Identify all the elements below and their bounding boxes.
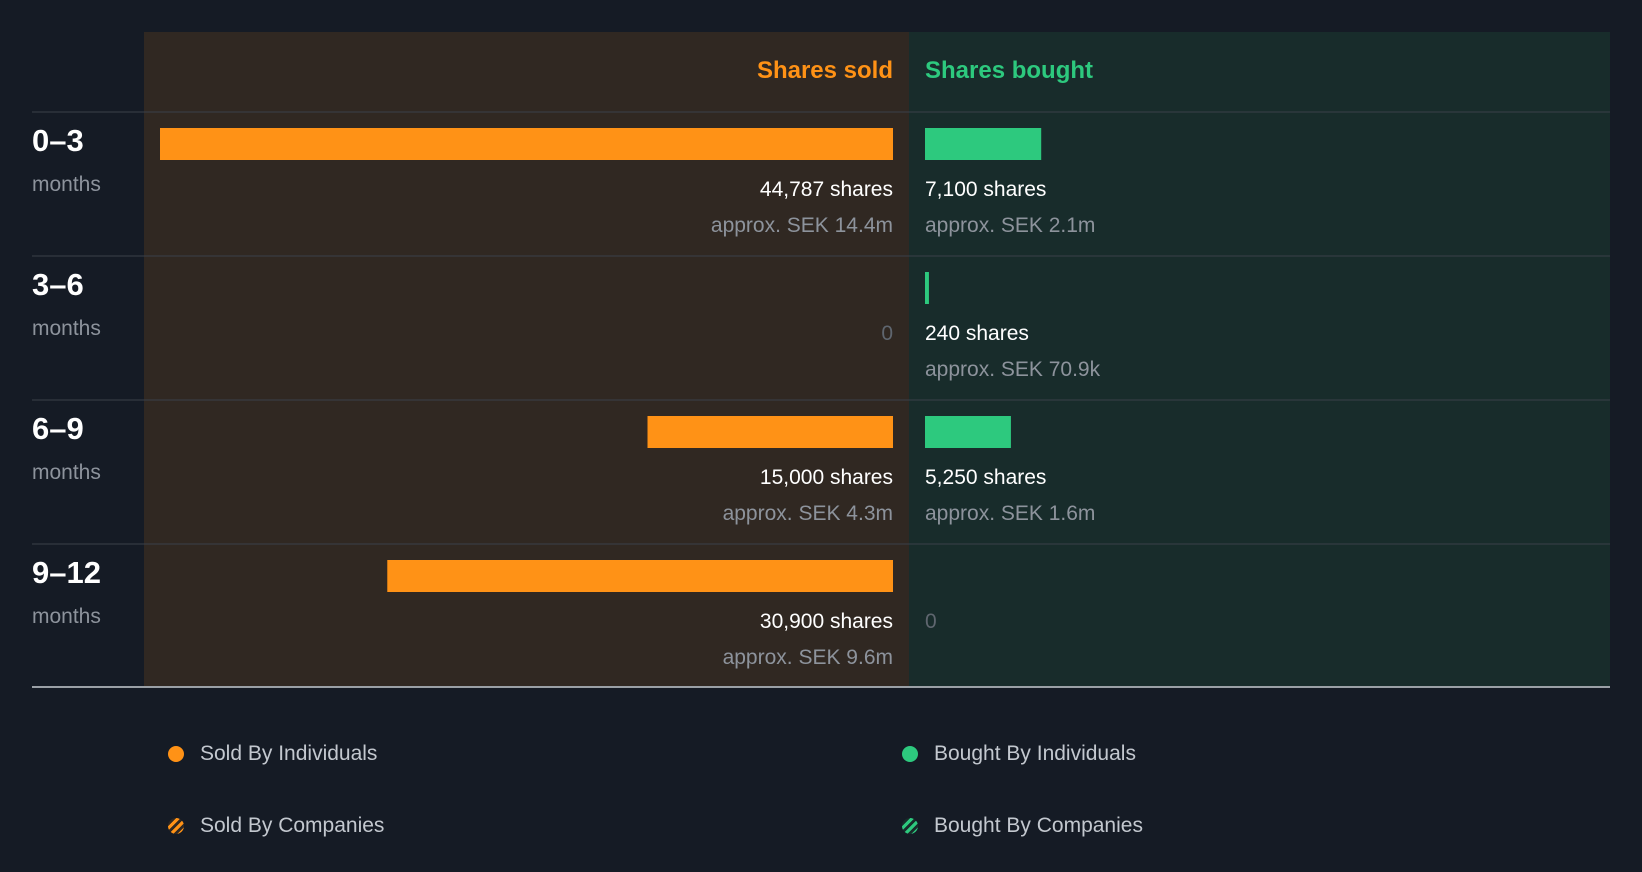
sold-value-label: approx. SEK 14.4m	[711, 214, 893, 237]
sold-bar	[647, 416, 893, 448]
bought-bar	[925, 416, 1011, 448]
legend-sold-individuals-label: Sold By Individuals	[200, 742, 378, 765]
sold-header: Shares sold	[757, 57, 893, 84]
legend-bought-individuals: Bought By Individuals	[902, 742, 1136, 766]
chart-rows: 0–3 months 44,787 shares approx. SEK 14.4m 7…	[32, 111, 1610, 669]
period-label: 6–9	[32, 411, 84, 446]
legend-sold-companies: Sold By Companies	[168, 814, 384, 838]
bought-value-label: approx. SEK 2.1m	[925, 214, 1095, 237]
bought-shares-label: 240 shares	[925, 322, 1029, 345]
period-sublabel: months	[32, 605, 101, 628]
period-label: 9–12	[32, 555, 101, 590]
bought-header: Shares bought	[925, 57, 1093, 84]
bought-individuals-dot-icon	[902, 746, 918, 762]
bought-shares-label: 5,250 shares	[925, 466, 1046, 489]
legend-sold-companies-label: Sold By Companies	[200, 814, 385, 837]
sold-individuals-dot-icon	[168, 746, 184, 762]
sold-value-label: approx. SEK 9.6m	[723, 646, 893, 669]
sold-bar	[387, 560, 893, 592]
bought-zero-label: 0	[925, 610, 937, 633]
legend-sold-individuals: Sold By Individuals	[168, 742, 377, 766]
sold-bar	[160, 128, 893, 160]
period-sublabel: months	[32, 461, 101, 484]
period-sublabel: months	[32, 173, 101, 196]
legend-bought-companies-label: Bought By Companies	[934, 814, 1143, 837]
bought-value-label: approx. SEK 1.6m	[925, 502, 1095, 525]
legend-bought-individuals-label: Bought By Individuals	[934, 742, 1136, 765]
sold-value-label: approx. SEK 4.3m	[723, 502, 893, 525]
sold-shares-label: 30,900 shares	[760, 610, 893, 633]
sold-shares-label: 15,000 shares	[760, 466, 893, 489]
bought-shares-label: 7,100 shares	[925, 178, 1046, 201]
bought-companies-stripe-icon	[902, 818, 918, 834]
period-label: 3–6	[32, 267, 84, 302]
period-sublabel: months	[32, 317, 101, 340]
sold-shares-label: 44,787 shares	[760, 178, 893, 201]
legend-bought-companies: Bought By Companies	[902, 814, 1143, 838]
period-label: 0–3	[32, 123, 84, 158]
sold-zero-label: 0	[881, 322, 893, 345]
bought-value-label: approx. SEK 70.9k	[925, 358, 1101, 381]
sold-companies-stripe-icon	[168, 818, 184, 834]
bought-bar	[925, 272, 929, 304]
bought-bar	[925, 128, 1042, 160]
